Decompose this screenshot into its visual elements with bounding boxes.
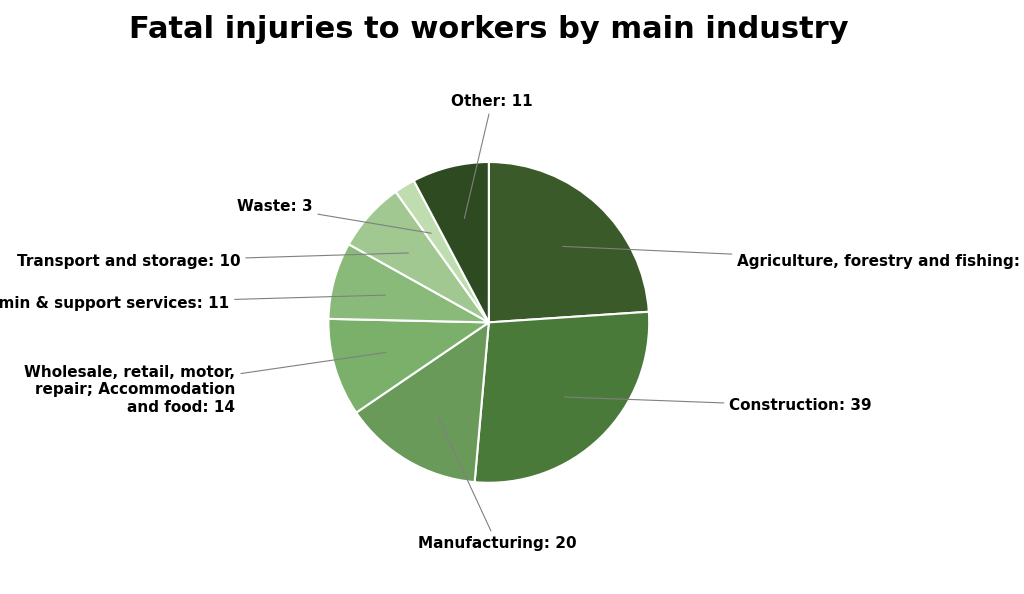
Wedge shape [349, 192, 488, 323]
Text: Other: 11: Other: 11 [452, 94, 532, 219]
Wedge shape [475, 312, 649, 483]
Text: Transport and storage: 10: Transport and storage: 10 [16, 253, 409, 269]
Text: Manufacturing: 20: Manufacturing: 20 [418, 415, 577, 551]
Wedge shape [356, 323, 488, 482]
Wedge shape [329, 319, 488, 413]
Title: Fatal injuries to workers by main industry: Fatal injuries to workers by main indust… [129, 15, 849, 44]
Wedge shape [488, 162, 649, 323]
Text: Construction: 39: Construction: 39 [564, 397, 872, 413]
Wedge shape [414, 162, 488, 323]
Wedge shape [329, 244, 488, 323]
Text: Agriculture, forestry and fishing: 34: Agriculture, forestry and fishing: 34 [563, 247, 1024, 269]
Wedge shape [395, 181, 488, 323]
Text: Wholesale, retail, motor,
repair; Accommodation
and food: 14: Wholesale, retail, motor, repair; Accomm… [25, 352, 386, 415]
Text: Admin & support services: 11: Admin & support services: 11 [0, 295, 385, 311]
Text: Waste: 3: Waste: 3 [237, 200, 431, 233]
